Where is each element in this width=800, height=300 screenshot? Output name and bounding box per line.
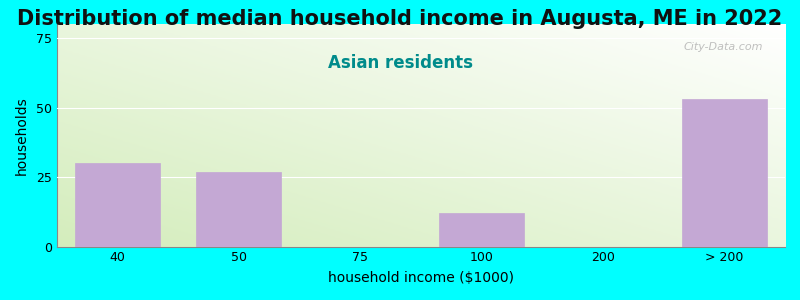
Bar	[75, 163, 160, 247]
Y-axis label: households: households	[15, 96, 29, 175]
Bar	[682, 99, 766, 247]
Text: City-Data.com: City-Data.com	[684, 42, 763, 52]
X-axis label: household income ($1000): household income ($1000)	[328, 271, 514, 285]
Text: Distribution of median household income in Augusta, ME in 2022: Distribution of median household income …	[18, 9, 782, 29]
Text: Asian residents: Asian residents	[327, 54, 473, 72]
Bar	[439, 214, 524, 247]
Bar	[196, 172, 282, 247]
